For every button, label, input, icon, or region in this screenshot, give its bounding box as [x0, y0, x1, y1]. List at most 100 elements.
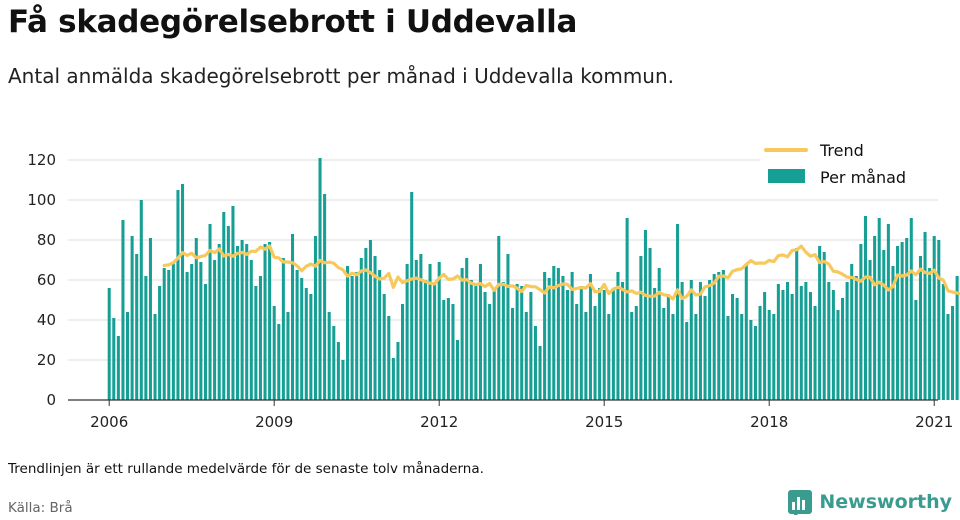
bar — [905, 238, 909, 400]
bar — [937, 240, 941, 400]
bar — [556, 268, 560, 400]
bar — [698, 282, 702, 400]
bar — [918, 256, 922, 400]
bar — [240, 240, 244, 400]
bar — [731, 294, 735, 400]
bar — [955, 276, 959, 400]
bar — [190, 264, 194, 400]
bar — [795, 248, 799, 400]
bar — [396, 342, 400, 400]
bar — [804, 282, 808, 400]
bar — [213, 260, 217, 400]
bar — [859, 244, 863, 400]
newsworthy-logo-icon — [788, 490, 813, 515]
bar — [488, 304, 492, 400]
bar — [529, 292, 533, 400]
bar — [923, 232, 927, 400]
bar — [364, 248, 368, 400]
bar — [327, 312, 331, 400]
bar — [199, 262, 203, 400]
bar — [570, 272, 574, 400]
bar — [469, 280, 473, 400]
bar — [676, 224, 680, 400]
bar — [753, 326, 757, 400]
bar — [822, 252, 826, 400]
bar — [721, 270, 725, 400]
bar — [951, 306, 955, 400]
x-tick-label: 2021 — [915, 413, 953, 431]
x-tick-label: 2006 — [90, 413, 128, 431]
bar — [657, 268, 661, 400]
bar — [153, 314, 157, 400]
bar — [607, 314, 611, 400]
bar — [579, 286, 583, 400]
bar — [268, 242, 272, 400]
bar — [776, 284, 780, 400]
bar — [928, 268, 932, 400]
bar — [194, 238, 198, 400]
bar — [845, 282, 849, 400]
bar — [359, 258, 363, 400]
bar — [653, 288, 657, 400]
bar — [410, 192, 414, 400]
bar — [203, 284, 207, 400]
bar — [208, 224, 212, 400]
y-tick-label: 120 — [27, 151, 56, 169]
bar — [158, 286, 162, 400]
bar — [896, 246, 900, 400]
bar — [726, 316, 730, 400]
bar — [873, 236, 877, 400]
bar — [863, 216, 867, 400]
bar — [107, 288, 111, 400]
bar — [891, 266, 895, 400]
bar — [547, 278, 551, 400]
bar — [281, 258, 285, 400]
bar — [566, 290, 570, 400]
bar — [671, 314, 675, 400]
bar — [781, 290, 785, 400]
bar — [309, 294, 313, 400]
y-tick-label: 40 — [37, 311, 56, 329]
bar — [735, 298, 739, 400]
bar — [712, 274, 716, 400]
x-tick-label: 2015 — [585, 413, 623, 431]
bar — [703, 296, 707, 400]
bar — [272, 306, 276, 400]
bar — [818, 246, 822, 400]
bar — [478, 264, 482, 400]
bar — [460, 268, 464, 400]
bar — [575, 304, 579, 400]
bar — [245, 244, 249, 400]
bar — [419, 254, 423, 400]
x-tick-label: 2012 — [420, 413, 458, 431]
bar — [313, 236, 317, 400]
source-credit: Källa: Brå — [8, 500, 73, 516]
bar — [130, 236, 134, 400]
bar — [914, 300, 918, 400]
bar — [767, 310, 771, 400]
bar — [882, 250, 886, 400]
bar — [300, 278, 304, 400]
bar — [506, 254, 510, 400]
bar — [336, 342, 340, 400]
legend-label-per-manad: Per månad — [820, 168, 906, 187]
bar — [185, 272, 189, 400]
brand-logo[interactable]: Newsworthy — [787, 486, 952, 518]
y-tick-label: 0 — [46, 391, 56, 409]
bar — [446, 298, 450, 400]
brand-name: Newsworthy — [819, 491, 952, 513]
bar — [428, 264, 432, 400]
bar — [717, 272, 721, 400]
bar — [520, 286, 524, 400]
bar — [841, 298, 845, 400]
bar — [456, 340, 460, 400]
bar — [258, 276, 262, 400]
bar — [382, 294, 386, 400]
bar — [850, 264, 854, 400]
bar — [451, 304, 455, 400]
bar — [378, 270, 382, 400]
bar — [116, 336, 120, 400]
bars — [107, 158, 959, 400]
bar — [827, 282, 831, 400]
bar — [799, 286, 803, 400]
